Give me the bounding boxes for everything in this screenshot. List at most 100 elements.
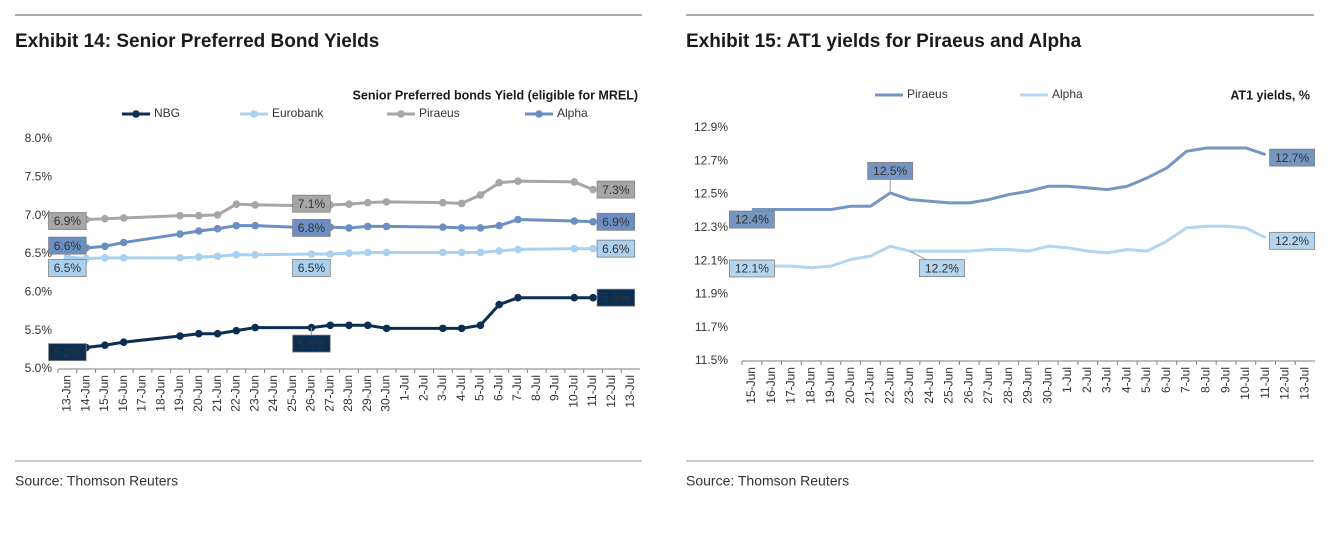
x-tick-label: 29-Jun — [1021, 367, 1035, 404]
y-tick-label: 5.5% — [25, 323, 53, 337]
data-label: 12.5% — [873, 164, 907, 178]
x-tick-label: 1-Jul — [397, 375, 411, 401]
x-tick-label: 14-Jun — [78, 375, 92, 412]
x-tick-label: 27-Jun — [322, 375, 336, 412]
point-marker — [495, 300, 503, 309]
point-marker — [176, 230, 184, 238]
data-label: 6.9% — [602, 215, 630, 229]
data-label-box — [48, 343, 87, 362]
x-tick-label: 8-Jul — [529, 375, 543, 401]
y-tick-label: 7.0% — [25, 208, 53, 222]
x-tick-label: 24-Jun — [266, 375, 280, 412]
x-tick-label: 5-Jul — [1139, 367, 1153, 393]
data-label: 12.1% — [735, 262, 769, 276]
x-tick-label: 2-Jul — [416, 375, 430, 401]
y-tick-label: 12.9% — [694, 120, 728, 134]
data-label-box — [867, 162, 914, 180]
x-tick-label: 6-Jul — [491, 375, 505, 401]
x-tick-label: 4-Jul — [454, 375, 468, 401]
point-marker — [232, 250, 241, 259]
point-marker — [213, 211, 222, 219]
point-marker — [326, 250, 335, 258]
chart-subtitle: Senior Preferred bonds Yield (eligible f… — [353, 88, 638, 102]
point-marker — [476, 248, 485, 257]
point-marker — [589, 244, 597, 253]
point-marker — [195, 253, 203, 261]
point-marker — [589, 218, 597, 226]
x-tick-label: 15-Jun — [97, 375, 111, 412]
point-marker — [457, 248, 466, 257]
data-label-box — [48, 259, 87, 277]
x-tick-label: 13-Jul — [1297, 367, 1311, 400]
data-label-box — [596, 239, 636, 258]
data-label: 12.4% — [735, 213, 769, 227]
point-marker — [382, 324, 391, 333]
point-marker — [119, 214, 128, 222]
data-label-box — [728, 210, 775, 229]
data-label-box — [292, 194, 331, 213]
data-label: 6.6% — [602, 242, 630, 256]
x-tick-label: 5-Jul — [473, 375, 487, 401]
point-marker — [495, 221, 503, 230]
legend-label: Piraeus — [907, 87, 948, 101]
x-tick-label: 24-Jun — [922, 367, 936, 404]
data-label-box — [292, 259, 331, 277]
point-marker — [570, 217, 579, 225]
point-marker — [326, 321, 335, 330]
x-tick-label: 10-Jul — [1238, 367, 1252, 400]
x-tick-label: 4-Jul — [1119, 367, 1133, 393]
y-tick-label: 12.7% — [694, 153, 728, 167]
data-label-box — [919, 259, 965, 278]
data-label-box — [48, 212, 87, 230]
legend-marker — [250, 110, 258, 118]
series-line — [751, 224, 1267, 270]
x-tick-label: 17-Jun — [135, 375, 149, 412]
point-marker — [457, 199, 466, 208]
point-marker — [570, 244, 579, 253]
point-marker — [514, 177, 522, 185]
data-label-box — [596, 180, 636, 199]
point-marker — [176, 254, 184, 262]
y-tick-label: 8.0% — [25, 131, 53, 145]
point-marker — [119, 238, 128, 247]
point-marker — [119, 254, 128, 262]
point-marker — [514, 293, 522, 302]
x-tick-label: 27-Jun — [981, 367, 995, 404]
point-marker — [589, 293, 597, 302]
x-tick-label: 26-Jun — [304, 375, 318, 412]
point-marker — [101, 341, 109, 350]
x-tick-label: 18-Jun — [153, 375, 167, 412]
y-tick-label: 7.5% — [25, 170, 53, 184]
data-label-box — [48, 236, 87, 255]
point-marker — [232, 200, 241, 208]
point-marker — [195, 329, 203, 338]
data-label: 6.9% — [54, 214, 82, 228]
data-label-box — [292, 334, 331, 353]
point-marker — [251, 201, 259, 209]
data-label: 5.5% — [298, 337, 326, 351]
point-marker — [119, 338, 128, 346]
point-marker — [476, 321, 485, 330]
x-tick-label: 2-Jul — [1080, 367, 1094, 393]
x-tick-label: 12-Jul — [1278, 367, 1292, 400]
data-label: 5.9% — [602, 291, 630, 305]
legend-marker — [397, 110, 405, 118]
point-marker — [251, 221, 259, 230]
point-marker — [382, 198, 391, 206]
legend-label: Piraeus — [419, 106, 460, 120]
x-tick-label: 3-Jul — [1100, 367, 1114, 393]
x-tick-label: 12-Jul — [604, 375, 618, 408]
point-marker — [345, 321, 353, 330]
data-label: 5.2% — [54, 345, 82, 359]
point-marker — [476, 224, 485, 232]
data-label: 6.6% — [54, 239, 82, 253]
data-label: 12.2% — [1275, 234, 1309, 248]
legend-label: Alpha — [557, 106, 588, 120]
x-tick-label: 23-Jun — [902, 367, 916, 404]
point-marker — [176, 332, 184, 340]
point-marker — [439, 223, 447, 231]
point-marker — [101, 242, 109, 251]
legend-label: NBG — [154, 106, 180, 120]
point-marker — [195, 211, 203, 220]
legend-marker — [535, 110, 543, 118]
